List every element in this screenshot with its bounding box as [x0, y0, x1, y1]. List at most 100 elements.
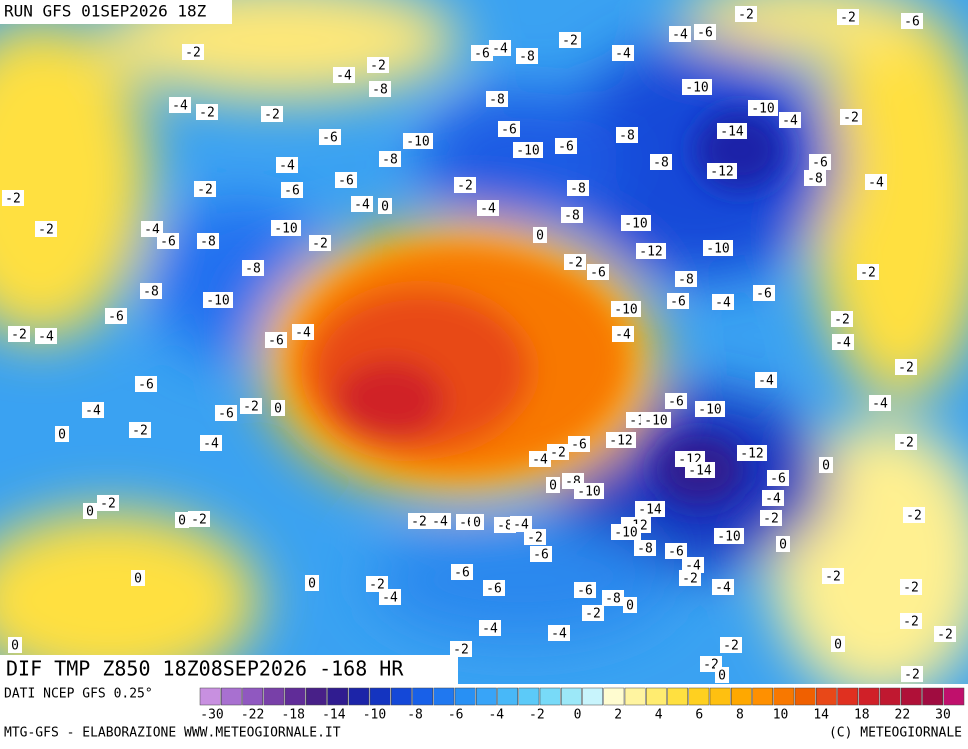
contour-label: -6: [756, 287, 772, 302]
label-box: [567, 180, 589, 196]
legend-swatch: [242, 687, 263, 706]
legend-tick-label: 6: [695, 708, 703, 723]
contour-label: -2: [825, 570, 841, 585]
contour-label: -2: [937, 628, 953, 643]
label-box: [533, 227, 547, 243]
contour-label: -14: [638, 503, 662, 518]
contour-label: 0: [779, 538, 787, 553]
legend-tick-label: -22: [241, 708, 264, 723]
contour-label: -8: [200, 235, 216, 250]
source: DATI NCEP GFS 0.25°: [4, 687, 153, 702]
contour-label: -2: [264, 108, 280, 123]
contour-label: -10: [685, 81, 708, 96]
contour-label: -2: [191, 513, 207, 528]
label-box: [83, 503, 97, 519]
run-title: RUN GFS 01SEP2026 18Z: [4, 2, 207, 21]
label-box: [378, 198, 392, 214]
label-box: [669, 26, 691, 42]
label-box: [194, 181, 216, 197]
contour-label: -6: [160, 235, 176, 250]
label-box: [408, 513, 430, 529]
label-box: [650, 154, 672, 170]
contour-label: -4: [868, 176, 884, 191]
contour-label: -4: [172, 99, 188, 114]
label-box: [837, 9, 859, 25]
contour-label: -4: [203, 437, 219, 452]
legend-swatch: [561, 687, 582, 706]
color-legend: -30 -22 -18 -14 -10 -8 -6 -4 -2 0 2 4 6 8 10 14 18 22 30: [199, 687, 965, 723]
label-box: [510, 516, 532, 532]
legend-tick-label: -10: [363, 708, 386, 723]
contour-label: 0: [11, 639, 19, 654]
label-box: [82, 402, 104, 418]
label-box: [200, 435, 222, 451]
contour-label: 0: [549, 479, 557, 494]
contour-label: -6: [904, 15, 920, 30]
legend-swatch: [709, 687, 731, 706]
contour-label: 0: [381, 200, 389, 215]
label-box: [635, 501, 665, 517]
contour-label: -4: [336, 69, 352, 84]
legend-swatch: [624, 687, 646, 706]
contour-label: -6: [590, 266, 606, 281]
label-box: [737, 445, 767, 461]
legend-tick-label: -30: [200, 708, 223, 723]
contour-label: 0: [536, 229, 544, 244]
label-box: [616, 127, 638, 143]
label-box: [574, 483, 604, 499]
contour-label: -6: [454, 566, 470, 581]
label-box: [477, 200, 499, 216]
label-box: [129, 422, 151, 438]
label-box: [271, 400, 285, 416]
label-box: [559, 32, 581, 48]
label-box: [682, 557, 704, 573]
contour-label: -2: [567, 256, 583, 271]
contour-label: -8: [143, 285, 159, 300]
label-box: [623, 597, 637, 613]
contour-label: -6: [770, 472, 786, 487]
contour-label: -8: [489, 93, 505, 108]
contour-label: -2: [904, 668, 920, 683]
contour-label: -6: [474, 47, 490, 62]
label-box: [483, 580, 505, 596]
contour-label: -4: [295, 326, 311, 341]
label-box: [351, 196, 373, 212]
legend-swatch: [412, 687, 433, 706]
label-box: [451, 564, 473, 580]
label-box: [621, 215, 651, 231]
label-box: [261, 106, 283, 122]
legend-swatch: [731, 687, 752, 706]
label-box: [869, 395, 891, 411]
legend-swatch: [221, 687, 242, 706]
contour-label: -2: [585, 607, 601, 622]
label-box: [335, 172, 357, 188]
label-box: [735, 6, 757, 22]
legend-swatch: [922, 687, 943, 706]
label-box: [641, 412, 671, 428]
label-box: [281, 182, 303, 198]
label-box: [188, 511, 210, 527]
contour-label: -10: [717, 530, 740, 545]
label-box: [2, 190, 24, 206]
contour-label: -4: [782, 114, 798, 129]
contour-label: -6: [668, 545, 684, 560]
label-box: [498, 121, 520, 137]
label-box: [135, 376, 157, 392]
legend-swatch: [306, 687, 327, 706]
contour-label: -10: [644, 414, 667, 429]
legend-tick-label: 0: [574, 708, 582, 723]
label-box: [611, 301, 641, 317]
contour-label: -2: [843, 111, 859, 126]
contour-label: -4: [492, 42, 508, 57]
label-box: [530, 546, 552, 562]
legend-tick-label: -4: [488, 708, 504, 723]
contour-label: 0: [86, 505, 94, 520]
label-box: [667, 293, 689, 309]
contour-label: -4: [758, 374, 774, 389]
contour-label: -4: [715, 296, 731, 311]
contour-label: -10: [274, 222, 297, 237]
label-box: [486, 91, 508, 107]
contour-label: -4: [85, 404, 101, 419]
legend-swatch: [901, 687, 922, 706]
label-box: [546, 477, 560, 493]
